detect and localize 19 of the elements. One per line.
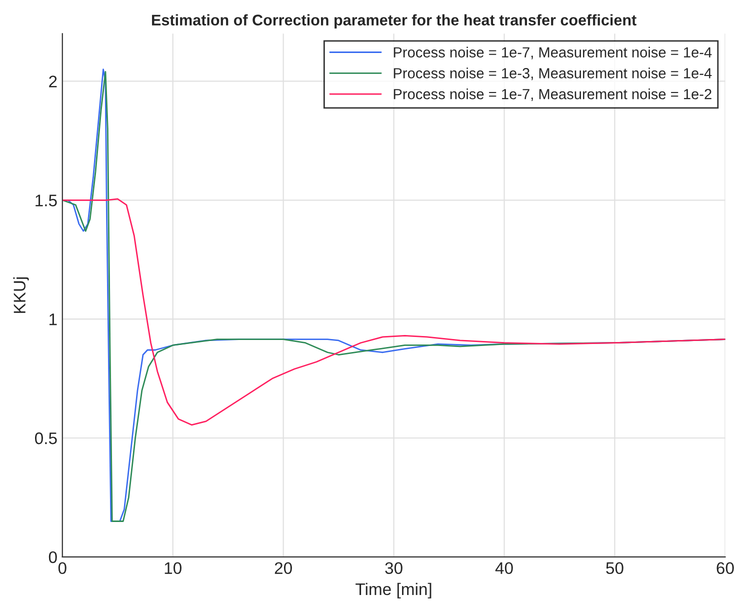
x-tick-label: 10 [164,562,182,574]
y-tick-label: 0.5 [35,432,57,444]
x-axis-title: Time [min] [356,582,432,598]
line-series [62,198,726,426]
x-tick-label: 0 [58,562,66,574]
x-tick-label: 50 [606,562,624,574]
legend-label: Process noise = 1e-7, Measurement noise = 1e-2 [394,88,712,101]
legend-label: Process noise = 1e-7, Measurement noise = 1e-4 [394,46,712,60]
x-tick-label: 60 [716,562,734,574]
y-tick-label: 1.5 [36,194,57,206]
y-tick-label: 0 [48,551,57,564]
y-axis-title: KKUj [13,277,29,313]
x-tick-label: 30 [385,562,402,574]
legend-label: Process noise = 1e-3, Measurement noise = 1e-4 [394,68,712,80]
y-tick-label: 1 [50,314,57,326]
x-tick-label: 20 [274,562,292,574]
x-tick-label: 40 [495,562,513,574]
chart-title: Estimation of Correction parameter for the heat transfer coefficient [152,14,636,28]
y-tick-label: 2 [49,76,57,88]
